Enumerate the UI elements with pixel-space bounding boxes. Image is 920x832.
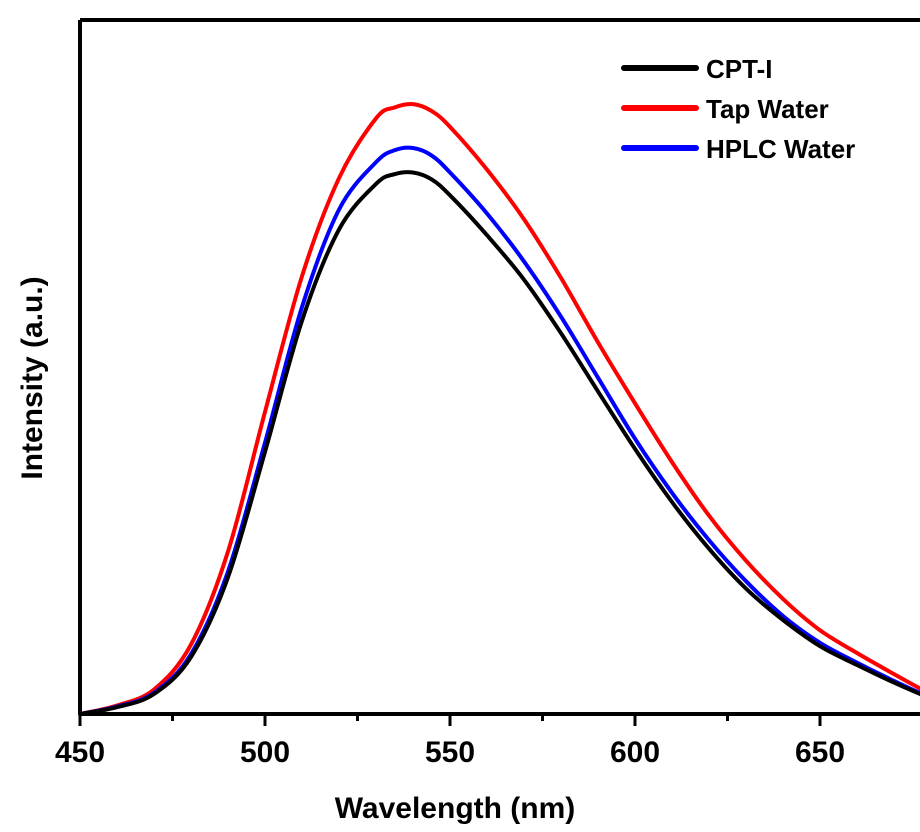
legend-label-tap-water: Tap Water (706, 94, 829, 124)
x-axis-title: Wavelength (nm) (335, 792, 576, 825)
series-line-tap-water (78, 101, 920, 716)
legend-label-hplc-water: HPLC Water (706, 134, 855, 164)
legend-label-cpt-i: CPT-I (706, 54, 772, 84)
legend: CPT-I Tap Water HPLC Water (621, 54, 855, 164)
x-tick-label: 450 (55, 736, 105, 769)
plot-frame (78, 18, 920, 716)
x-axis-tick-labels: 450 500 550 600 650 (55, 736, 845, 769)
series-lines (78, 101, 920, 716)
x-tick-label: 550 (425, 736, 475, 769)
series-line-cpt-i (78, 170, 920, 716)
x-tick-label: 600 (610, 736, 660, 769)
y-axis-title: Intensity (a.u.) (16, 276, 49, 479)
x-tick-label: 500 (240, 736, 290, 769)
x-tick-label: 650 (795, 736, 845, 769)
